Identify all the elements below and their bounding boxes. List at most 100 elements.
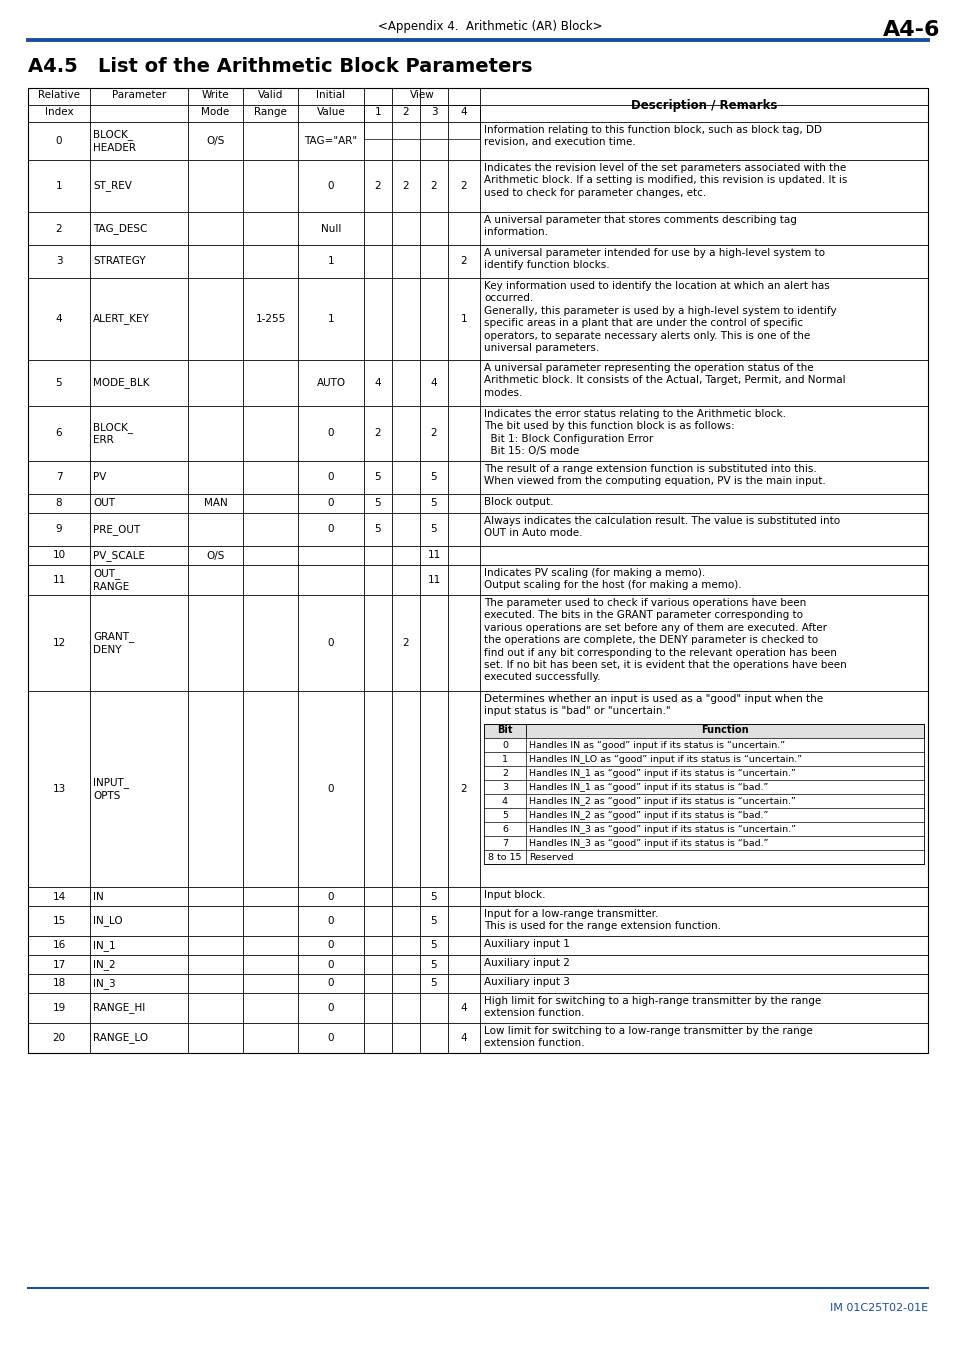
Text: Handles IN_1 as “good” input if its status is “uncertain.”: Handles IN_1 as “good” input if its stat…	[529, 768, 795, 778]
Text: 15: 15	[52, 917, 66, 926]
Text: Parameter: Parameter	[112, 90, 166, 100]
Text: 0: 0	[328, 181, 334, 190]
Text: Indicates the revision level of the set parameters associated with the
Arithmeti: Indicates the revision level of the set …	[483, 163, 846, 198]
Text: 1: 1	[327, 256, 334, 266]
Text: Always indicates the calculation result. The value is substituted into
OUT in Au: Always indicates the calculation result.…	[483, 516, 840, 539]
Text: BLOCK_
HEADER: BLOCK_ HEADER	[92, 130, 136, 153]
Text: The result of a range extension function is substituted into this.
When viewed f: The result of a range extension function…	[483, 464, 825, 486]
Text: 0: 0	[328, 428, 334, 439]
Text: Auxiliary input 1: Auxiliary input 1	[483, 940, 569, 949]
Text: Input block.: Input block.	[483, 890, 545, 900]
Text: 2: 2	[55, 224, 62, 234]
Bar	[483, 724, 923, 738]
Text: Auxiliary input 3: Auxiliary input 3	[483, 977, 569, 987]
Text: OUT_
RANGE: OUT_ RANGE	[92, 568, 129, 591]
Text: 1: 1	[375, 107, 381, 117]
Text: 7: 7	[501, 838, 507, 848]
Text: 0: 0	[55, 136, 62, 146]
Text: 2: 2	[460, 181, 467, 190]
Text: 18: 18	[52, 979, 66, 988]
Text: 2: 2	[375, 181, 381, 190]
Text: A4.5   List of the Arithmetic Block Parameters: A4.5 List of the Arithmetic Block Parame…	[28, 57, 532, 76]
Text: GRANT_
DENY: GRANT_ DENY	[92, 632, 134, 655]
Text: 2: 2	[430, 181, 436, 190]
Text: A universal parameter that stores comments describing tag
information.: A universal parameter that stores commen…	[483, 215, 796, 238]
Text: Key information used to identify the location at which an alert has
occurred.
Ge: Key information used to identify the loc…	[483, 281, 836, 352]
Text: Handles IN_3 as “good” input if its status is “bad.”: Handles IN_3 as “good” input if its stat…	[529, 838, 768, 848]
Text: 0: 0	[328, 498, 334, 509]
Text: Null: Null	[320, 224, 341, 234]
Text: 5: 5	[430, 941, 436, 950]
Text: 0: 0	[328, 525, 334, 535]
Text: Indicates PV scaling (for making a memo).
Output scaling for the host (for makin: Indicates PV scaling (for making a memo)…	[483, 568, 740, 590]
Text: <Appendix 4.  Arithmetic (AR) Block>: <Appendix 4. Arithmetic (AR) Block>	[377, 20, 601, 32]
Text: ALERT_KEY: ALERT_KEY	[92, 313, 150, 324]
Bar	[364, 105, 479, 139]
Text: Initial: Initial	[316, 90, 345, 100]
Text: IN_2: IN_2	[92, 958, 115, 969]
Text: 5: 5	[501, 810, 507, 819]
Text: Relative: Relative	[38, 90, 80, 100]
Text: O/S: O/S	[206, 551, 225, 560]
Text: 4: 4	[460, 1003, 467, 1012]
Text: 11: 11	[52, 575, 66, 585]
Text: 4: 4	[375, 378, 381, 387]
Text: 2: 2	[375, 428, 381, 439]
Text: Handles IN_LO as “good” input if its status is “uncertain.”: Handles IN_LO as “good” input if its sta…	[529, 755, 801, 764]
Text: Handles IN_3 as “good” input if its status is “uncertain.”: Handles IN_3 as “good” input if its stat…	[529, 825, 795, 833]
Text: 0: 0	[328, 1033, 334, 1044]
Text: A4-6: A4-6	[882, 20, 939, 40]
Text: 0: 0	[501, 741, 507, 749]
Text: 13: 13	[52, 784, 66, 794]
Text: INPUT_
OPTS: INPUT_ OPTS	[92, 778, 129, 801]
Text: 5: 5	[430, 979, 436, 988]
Text: 6: 6	[55, 428, 62, 439]
Bar	[28, 88, 927, 1053]
Text: STRATEGY: STRATEGY	[92, 256, 146, 266]
Text: 20: 20	[52, 1033, 66, 1044]
Text: 0: 0	[328, 639, 334, 648]
Text: 4: 4	[430, 378, 436, 387]
Text: TAG="AR": TAG="AR"	[304, 136, 357, 146]
Text: 5: 5	[375, 525, 381, 535]
Text: TAG_DESC: TAG_DESC	[92, 223, 147, 234]
Text: RANGE_HI: RANGE_HI	[92, 1003, 145, 1014]
Text: Function: Function	[700, 725, 748, 734]
Text: PV: PV	[92, 472, 107, 482]
Text: Information relating to this function block, such as block tag, DD
revision, and: Information relating to this function bl…	[483, 126, 821, 147]
Text: Determines whether an input is used as a "good" input when the
input status is ": Determines whether an input is used as a…	[483, 694, 822, 717]
Text: 5: 5	[375, 472, 381, 482]
Text: Value: Value	[316, 107, 345, 117]
Text: Input for a low-range transmitter.
This is used for the range extension function: Input for a low-range transmitter. This …	[483, 909, 720, 931]
Text: IN: IN	[92, 891, 104, 902]
Text: AUTO: AUTO	[316, 378, 345, 387]
Text: Handles IN_2 as “good” input if its status is “bad.”: Handles IN_2 as “good” input if its stat…	[529, 810, 767, 819]
Text: 4: 4	[460, 107, 467, 117]
Text: Indicates the error status relating to the Arithmetic block.
The bit used by thi: Indicates the error status relating to t…	[483, 409, 785, 456]
Text: 10: 10	[52, 551, 66, 560]
Text: Bit: Bit	[497, 725, 512, 734]
Text: 3: 3	[55, 256, 62, 266]
Text: 8: 8	[55, 498, 62, 509]
Text: 5: 5	[430, 891, 436, 902]
Text: ST_REV: ST_REV	[92, 181, 132, 192]
Text: 11: 11	[427, 575, 440, 585]
Text: 9: 9	[55, 525, 62, 535]
Text: 0: 0	[328, 960, 334, 969]
Text: 0: 0	[328, 979, 334, 988]
Text: IM 01C25T02-01E: IM 01C25T02-01E	[829, 1303, 927, 1314]
Text: 2: 2	[402, 639, 409, 648]
Text: MODE_BLK: MODE_BLK	[92, 378, 150, 389]
Text: Valid: Valid	[257, 90, 283, 100]
Text: 5: 5	[430, 472, 436, 482]
Text: Index: Index	[45, 107, 73, 117]
Text: MAN: MAN	[203, 498, 227, 509]
Text: Handles IN_2 as “good” input if its status is “uncertain.”: Handles IN_2 as “good” input if its stat…	[529, 796, 795, 806]
Text: 4: 4	[460, 1033, 467, 1044]
Text: 6: 6	[501, 825, 507, 833]
Text: 0: 0	[328, 784, 334, 794]
Text: Range: Range	[253, 107, 287, 117]
Text: 12: 12	[52, 639, 66, 648]
Text: Reserved: Reserved	[529, 852, 573, 861]
Text: The parameter used to check if various operations have been
executed. The bits i: The parameter used to check if various o…	[483, 598, 846, 682]
